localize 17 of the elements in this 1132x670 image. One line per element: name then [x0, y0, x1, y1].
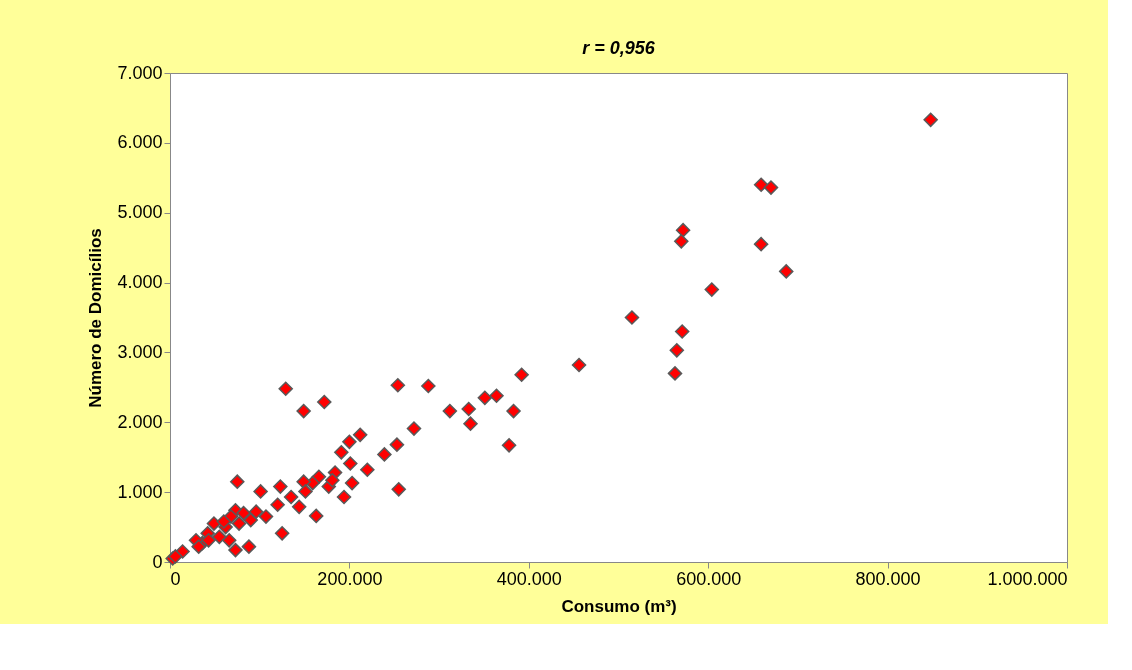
- x-tick-label: 800.000: [855, 568, 921, 589]
- x-axis-title: Consumo (m³): [561, 596, 677, 616]
- y-tick-label: 0: [152, 551, 163, 572]
- x-tick-label: 600.000: [676, 568, 742, 589]
- y-axis-title: Número de Domicílios: [86, 228, 106, 408]
- chart-title: r = 0,956: [582, 38, 656, 58]
- x-tick-label: 400.000: [496, 568, 562, 589]
- y-tick-label: 6.000: [117, 132, 163, 153]
- y-tick-label: 7.000: [117, 62, 163, 83]
- y-tick-label: 4.000: [117, 272, 163, 293]
- x-tick-label: 200.000: [317, 568, 383, 589]
- x-tick-label: 1.000.000: [987, 568, 1068, 589]
- x-tick-label: 0: [170, 568, 181, 589]
- y-tick-label: 1.000: [117, 481, 163, 502]
- y-tick-label: 2.000: [117, 411, 163, 432]
- y-tick-label: 5.000: [117, 202, 163, 223]
- y-tick-label: 3.000: [117, 341, 163, 362]
